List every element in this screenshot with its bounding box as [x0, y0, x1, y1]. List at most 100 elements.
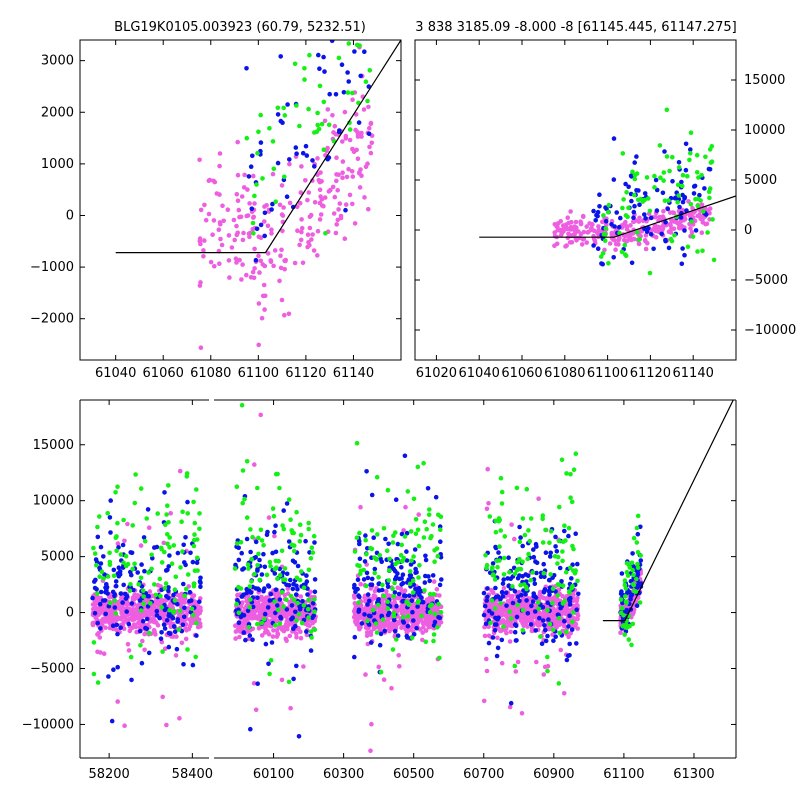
data-point-magenta: [100, 616, 106, 622]
data-point-blue: [430, 573, 436, 578]
data-point-magenta: [611, 237, 616, 242]
data-point-magenta: [294, 635, 299, 640]
data-point-magenta: [262, 204, 267, 209]
data-point-magenta: [126, 648, 132, 653]
data-point-blue: [372, 566, 378, 572]
data-point-blue: [411, 582, 417, 587]
data-point-green: [400, 559, 405, 564]
data-point-magenta: [245, 187, 250, 192]
data-point-magenta: [282, 610, 287, 616]
data-point-blue: [595, 246, 601, 251]
data-point-magenta: [262, 630, 268, 635]
data-point-green: [157, 576, 163, 582]
data-point-green: [256, 535, 261, 541]
data-point-blue: [591, 208, 596, 214]
data-point-blue: [90, 595, 95, 601]
data-point-green: [632, 176, 638, 182]
data-point-blue: [291, 676, 296, 682]
data-point-magenta: [173, 653, 179, 658]
data-point-green: [309, 545, 315, 550]
data-point-green: [254, 621, 260, 627]
data-point-green: [306, 597, 311, 603]
data-point-green: [623, 622, 629, 627]
data-point-green: [520, 608, 526, 613]
data-point-magenta: [210, 232, 215, 237]
data-point-magenta: [357, 170, 362, 175]
data-point-magenta: [384, 589, 389, 594]
data-point-green: [240, 500, 245, 506]
data-point-blue: [183, 562, 188, 568]
x-tick-label: 61120: [285, 366, 326, 381]
data-point-blue: [400, 572, 406, 577]
data-point-blue: [154, 613, 160, 618]
data-point-green: [271, 513, 277, 519]
data-point-blue: [94, 587, 99, 592]
data-point-green: [261, 616, 267, 622]
data-point-magenta: [569, 240, 575, 245]
data-point-magenta: [519, 613, 525, 618]
data-point-blue: [541, 590, 547, 595]
data-point-magenta: [244, 616, 249, 621]
data-point-magenta: [217, 163, 222, 169]
data-point-magenta: [377, 626, 383, 632]
data-point-magenta: [137, 625, 142, 630]
data-point-blue: [562, 528, 567, 534]
data-point-green: [568, 565, 573, 571]
data-point-magenta: [315, 156, 320, 161]
data-point-blue: [362, 559, 368, 564]
data-point-green: [255, 563, 260, 568]
data-point-magenta: [609, 230, 615, 236]
data-point-magenta: [367, 144, 372, 150]
data-point-green: [601, 213, 606, 218]
data-point-blue: [691, 184, 697, 189]
data-point-magenta: [369, 721, 374, 727]
data-point-green: [518, 582, 523, 588]
data-point-green: [97, 574, 102, 579]
data-point-blue: [115, 664, 120, 670]
data-point-green: [627, 565, 633, 570]
data-point-blue: [166, 595, 171, 601]
data-point-green: [128, 582, 133, 587]
data-point-blue: [703, 212, 709, 217]
data-point-green: [191, 543, 197, 549]
data-point-green: [180, 509, 185, 515]
data-point-green: [165, 532, 170, 537]
data-point-green: [512, 663, 518, 669]
data-point-magenta: [261, 282, 267, 288]
data-point-green: [236, 610, 242, 616]
data-point-green: [622, 578, 628, 583]
data-point-blue: [322, 69, 327, 74]
data-point-blue: [503, 590, 509, 595]
data-point-magenta: [580, 213, 586, 219]
data-point-magenta: [218, 236, 223, 242]
data-point-green: [571, 467, 577, 473]
data-point-blue: [310, 615, 315, 620]
data-point-blue: [296, 734, 302, 739]
data-point-green: [374, 630, 380, 635]
data-point-green: [176, 627, 182, 632]
data-point-green: [275, 576, 280, 582]
x-tick-label: 61060: [501, 366, 542, 381]
data-point-magenta: [206, 211, 212, 217]
data-point-magenta: [118, 616, 123, 622]
data-point-green: [603, 232, 608, 237]
data-point-blue: [504, 603, 509, 608]
data-point-green: [600, 251, 606, 256]
data-point-green: [273, 623, 278, 628]
data-point-blue: [121, 582, 126, 588]
data-point-green: [624, 190, 629, 195]
data-point-green: [298, 532, 304, 538]
data-point-blue: [129, 601, 135, 606]
data-point-green: [166, 483, 171, 488]
data-point-magenta: [270, 634, 276, 639]
data-point-magenta: [521, 759, 526, 764]
data-point-green: [279, 548, 285, 554]
data-point-blue: [678, 215, 684, 220]
data-point-green: [367, 68, 373, 73]
data-point-magenta: [333, 132, 339, 137]
data-point-green: [307, 52, 312, 58]
x-tick-label: 61140: [333, 366, 374, 381]
data-point-green: [242, 496, 247, 502]
data-point-magenta: [234, 260, 239, 265]
data-point-magenta: [278, 253, 283, 258]
